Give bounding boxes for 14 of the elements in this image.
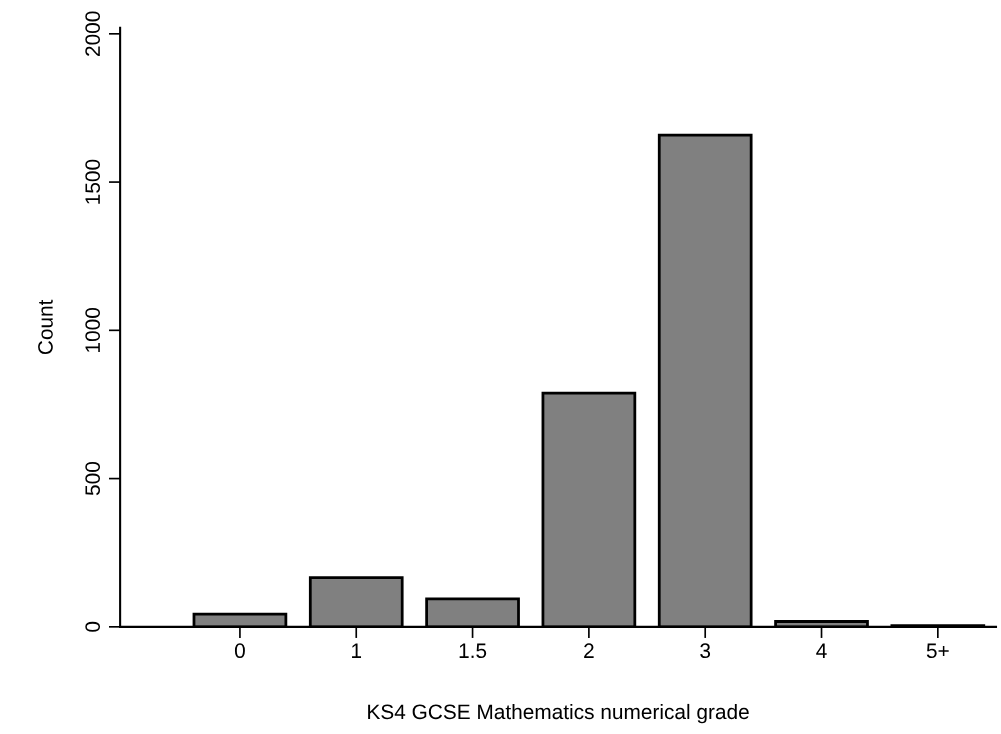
- x-tick-label: 2: [584, 643, 594, 658]
- y-tick-label: 1000: [85, 307, 101, 352]
- y-tick-label: 1500: [85, 159, 101, 204]
- x-axis-title: KS4 GCSE Mathematics numerical grade: [368, 703, 749, 724]
- x-tick-label: 4: [816, 643, 827, 658]
- x-tick-label: 1.5: [459, 643, 487, 659]
- x-tick-label: 5+: [926, 643, 949, 659]
- y-tick-label: 0: [85, 621, 101, 632]
- y-axis-title: Count: [38, 299, 53, 355]
- x-tick-label: 3: [700, 643, 711, 659]
- y-tick-label: 500: [85, 462, 101, 496]
- y-tick-label: 2000: [85, 11, 101, 56]
- x-tick-label: 1: [352, 643, 362, 658]
- x-tick-label: 0: [234, 643, 245, 659]
